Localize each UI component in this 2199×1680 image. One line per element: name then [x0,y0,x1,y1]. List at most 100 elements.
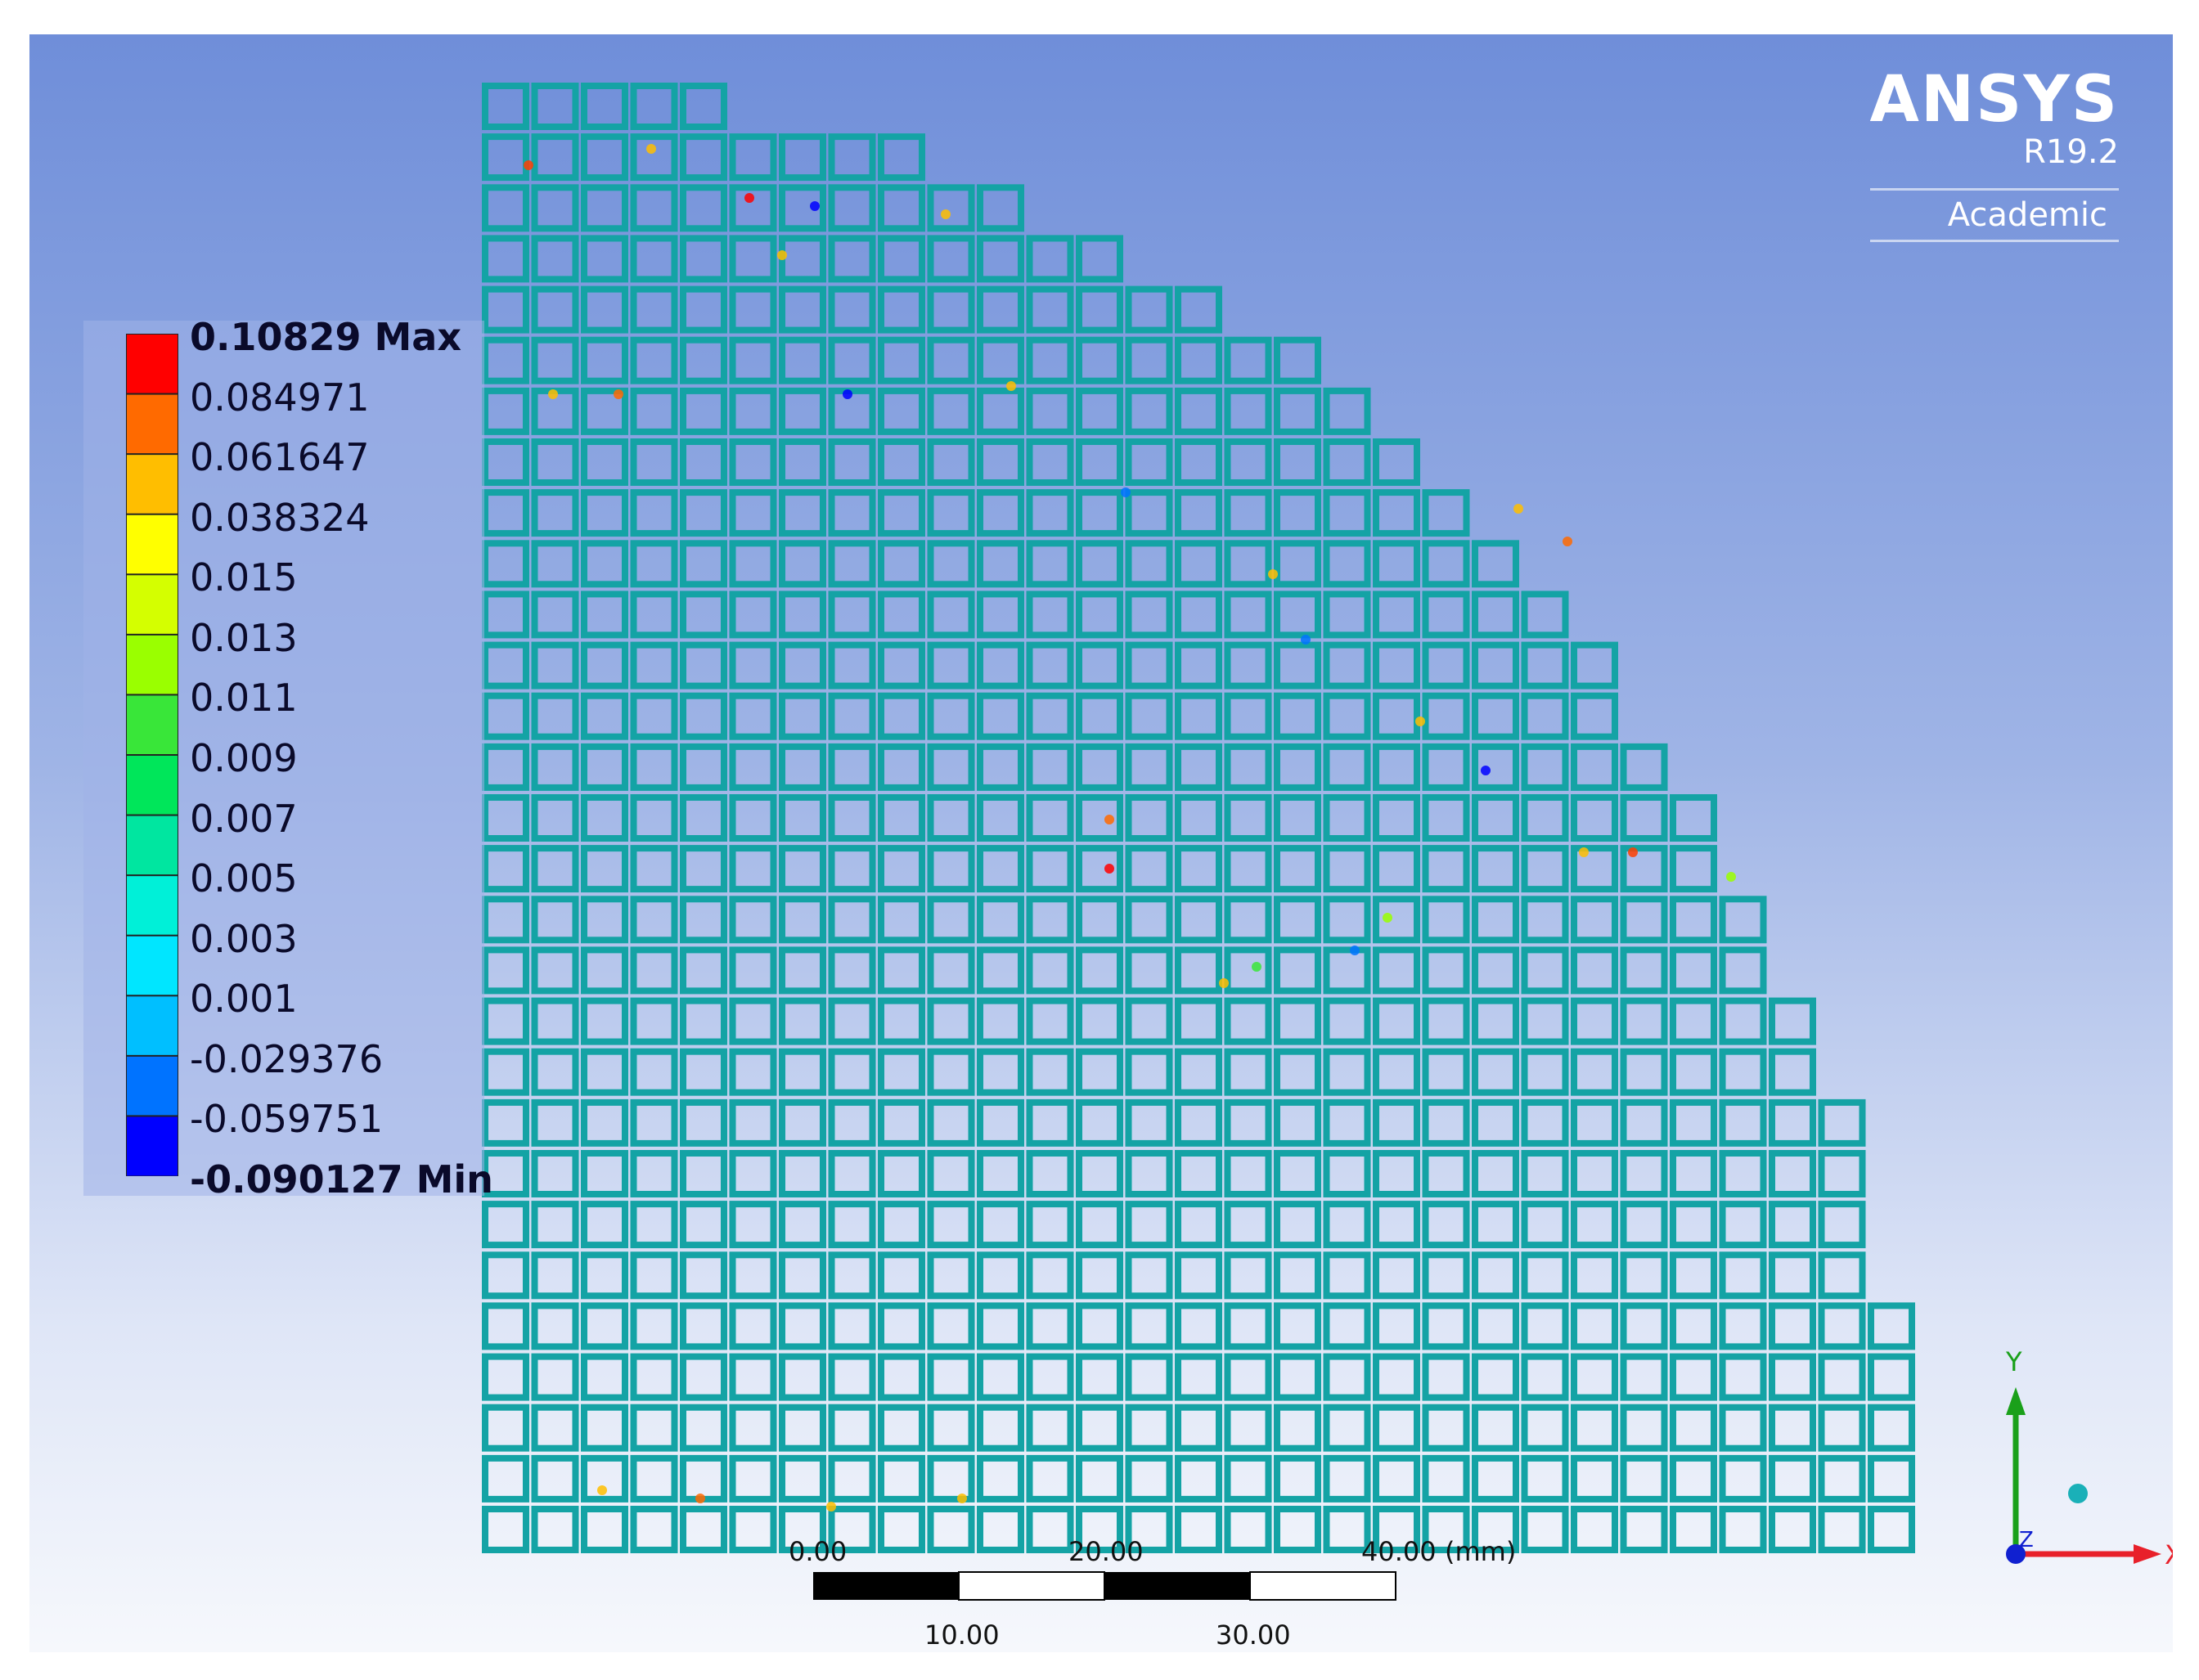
lattice-cell [1076,1150,1123,1197]
lattice-cell [1125,743,1173,791]
lattice-cell [779,1353,826,1401]
lattice-cell [1472,1454,1519,1503]
lattice-cell [531,336,579,384]
lattice-cell [1373,540,1420,588]
lattice-cell [680,997,727,1045]
contour-legend[interactable]: 0.10829 Max 0.084971 0.061647 0.038324 0.015… [83,316,493,1201]
lattice-cell [1076,1506,1123,1553]
lattice-cell [680,1201,727,1249]
lattice-cell [1373,1098,1420,1147]
lattice-cell [927,794,975,842]
legend-band [126,1054,178,1117]
lattice-cell [927,641,975,690]
lattice-cell [1175,1454,1222,1503]
lattice-cell [1422,845,1470,893]
lattice-cell [878,1506,925,1553]
lattice-cell [729,1048,777,1096]
lattice-cell [1026,1251,1074,1300]
lattice-cell [531,1048,579,1096]
lattice-cell [1125,438,1173,486]
lattice-cell [729,285,777,334]
lattice-cell [1670,1302,1717,1350]
lattice-cell [779,692,826,740]
lattice-cell [1026,896,1074,944]
lattice-cell [1274,743,1321,791]
contour-hotspot [1219,978,1229,988]
coordinate-triad[interactable]: Y X Z [1944,1335,2173,1580]
lattice-cell [1125,1353,1173,1401]
lattice-cell [1125,285,1173,334]
lattice-cell [1719,1098,1767,1147]
lattice-cell [1373,692,1420,740]
lattice-cell [828,1201,876,1249]
lattice-cell [1422,591,1470,639]
lattice-cell [828,743,876,791]
lattice-cell [482,896,529,944]
lattice-cell [482,997,529,1045]
lattice-cell [680,794,727,842]
lattice-cell [630,692,678,740]
lattice-cell [1224,1098,1272,1147]
lattice-cell [828,1251,876,1300]
lattice-cell [1422,1201,1470,1249]
lattice-cell [1670,896,1717,944]
lattice-cell [927,336,975,384]
lattice-cell [680,1150,727,1197]
lattice-cell [1274,845,1321,893]
lattice-cell [1274,438,1321,486]
lattice-cell [729,896,777,944]
lattice-cell [828,336,876,384]
lattice-cell [680,235,727,283]
lattice-cell [581,1302,628,1350]
lattice-cell [1719,1048,1767,1096]
lattice-cell [1868,1353,1915,1401]
scale-tick-20: 20.00 [1068,1536,1144,1567]
lattice-cell [680,896,727,944]
lattice-cell [977,896,1024,944]
lattice-cell [828,184,876,232]
legend-label: -0.029376 [190,1036,384,1081]
lattice-cell [878,1201,925,1249]
lattice-cell [729,1454,777,1503]
lattice-cell [1125,946,1173,995]
lattice-cell [878,285,925,334]
lattice-cell [779,1098,826,1147]
contour-hotspot [1104,815,1114,824]
lattice-cell [630,1150,678,1197]
lattice-cell [1521,1353,1569,1401]
lattice-cell [1175,1251,1222,1300]
lattice-cell [1125,591,1173,639]
lattice-cell [828,1150,876,1197]
legend-band [126,1115,178,1176]
lattice-cell [729,1506,777,1553]
scale-tick-30: 30.00 [1216,1619,1291,1651]
lattice-cell [1670,946,1717,995]
lattice-cell [581,692,628,740]
lattice-cell [581,896,628,944]
lattice-cell [1620,1048,1668,1096]
lattice-cell [680,1404,727,1452]
lattice-cell [927,1150,975,1197]
lattice-cell [828,845,876,893]
lattice-cell [482,1404,529,1452]
lattice-cell [1472,540,1519,588]
lattice-cell [927,285,975,334]
lattice-cell [531,794,579,842]
legend-label: 0.015 [190,555,298,600]
legend-label: 0.061647 [190,435,370,480]
graphics-viewport[interactable]: 0.10829 Max 0.084971 0.061647 0.038324 0.015… [29,34,2173,1652]
lattice-cell [779,1048,826,1096]
lattice-cell [729,641,777,690]
lattice-cell [630,1302,678,1350]
lattice-model[interactable] [29,34,2173,1652]
lattice-cell [977,743,1024,791]
lattice-cell [729,540,777,588]
lattice-cell [581,794,628,842]
lattice-cell [1125,1048,1173,1096]
lattice-cell [1224,489,1272,537]
lattice-cell [1620,1506,1668,1553]
lattice-cell [729,1150,777,1197]
lattice-cell [1769,1454,1816,1503]
lattice-cell [1422,1302,1470,1350]
lattice-cell [1026,336,1074,384]
